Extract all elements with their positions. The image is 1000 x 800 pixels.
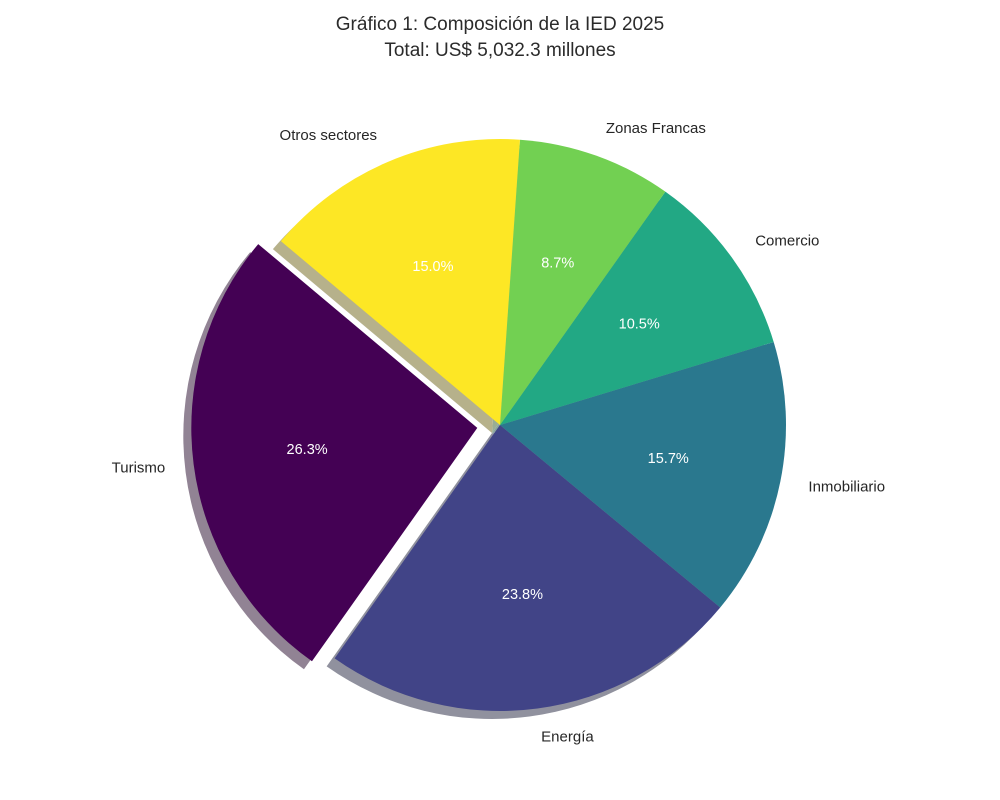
pie-category-label-comercio: Comercio: [755, 233, 819, 250]
pie-wedges: [191, 138, 786, 711]
pie-slice-zonas-francas: [500, 139, 666, 425]
chart-subtitle: Total: US$ 5,032.3 millones: [384, 40, 616, 61]
pie-slice-otros-sectores: [280, 138, 520, 425]
pie-slice-energia: [334, 425, 721, 711]
pie-pct-label-otros-sectores: 15.0%: [412, 259, 453, 275]
pie-pct-label-turismo: 26.3%: [287, 442, 328, 458]
pie-category-label-inmobiliario: Inmobiliario: [808, 479, 885, 496]
pie-slice-turismo: [191, 244, 478, 662]
pie-pct-label-comercio: 10.5%: [619, 317, 660, 333]
pie-category-label-turismo: Turismo: [112, 460, 166, 477]
pie-slice-comercio: [500, 191, 774, 425]
pie-slice-inmobiliario: [500, 341, 786, 608]
chart-title: Gráfico 1: Composición de la IED 2025: [335, 14, 665, 35]
pie-category-label-otros-sectores: Otros sectores: [280, 127, 378, 144]
pie-category-label-zonas-francas: Zonas Francas: [606, 120, 706, 137]
chart-title-block: Gráfico 1: Composición de la IED 2025 To…: [0, 12, 1000, 64]
pie-pct-label-energia: 23.8%: [502, 587, 543, 603]
pie-labels: 26.3% Turismo 23.8% Energía 15.7% Inmobiliari…: [112, 120, 885, 745]
pie-category-label-energia: Energía: [541, 728, 594, 745]
pie-pct-label-zonas-francas: 8.7%: [541, 255, 574, 271]
pie-pct-label-inmobiliario: 15.7%: [648, 451, 689, 467]
